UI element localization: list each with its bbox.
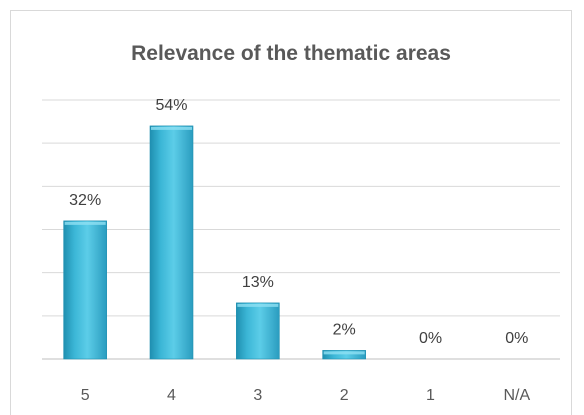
bar-3	[236, 302, 280, 360]
data-label-2: 2%	[333, 321, 356, 338]
data-label-N/A: 0%	[505, 330, 528, 347]
bar-body	[236, 302, 280, 360]
bar-5	[63, 220, 107, 360]
bar-2	[322, 350, 366, 360]
bar-bevel	[323, 351, 365, 355]
bar-bevel	[237, 303, 279, 307]
chart-title: Relevance of the thematic areas	[131, 42, 451, 65]
bar-body	[149, 125, 194, 360]
bar-bevel	[151, 126, 192, 130]
bar-bevel	[64, 221, 106, 225]
data-label-4: 54%	[155, 97, 187, 114]
x-tick-label-4: 4	[167, 387, 176, 404]
x-tick-label-N/A: N/A	[503, 387, 530, 404]
x-tick-label-3: 3	[253, 387, 262, 404]
data-label-3: 13%	[242, 274, 274, 291]
data-label-5: 32%	[69, 192, 101, 209]
x-tick-label-1: 1	[426, 387, 435, 404]
bar-4	[149, 125, 194, 360]
x-tick-label-2: 2	[340, 387, 349, 404]
bar-body	[322, 350, 366, 360]
data-label-1: 0%	[419, 330, 442, 347]
bar-body	[63, 220, 107, 360]
x-tick-label-5: 5	[81, 387, 90, 404]
